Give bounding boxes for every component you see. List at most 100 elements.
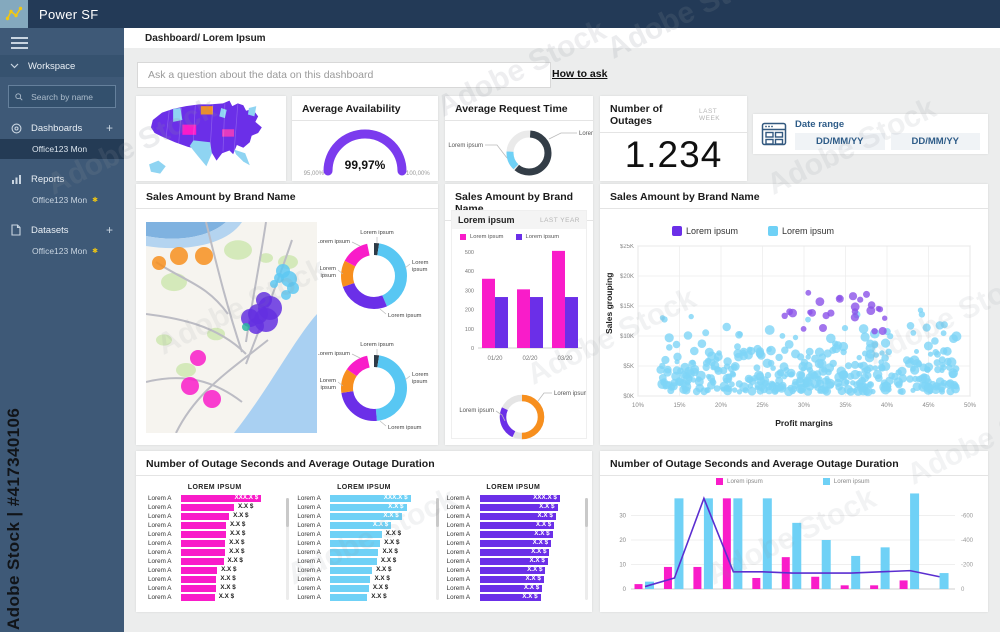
value-bar[interactable] bbox=[479, 522, 555, 529]
sales-bubble[interactable] bbox=[195, 247, 213, 265]
bar[interactable] bbox=[722, 498, 731, 589]
table-row[interactable]: Lorem A X.X $ bbox=[297, 521, 430, 530]
how-to-ask-link[interactable]: How to ask bbox=[552, 68, 608, 80]
value-bar[interactable] bbox=[479, 567, 546, 574]
value-bar[interactable] bbox=[330, 567, 373, 574]
bar[interactable] bbox=[674, 498, 684, 589]
table-row[interactable]: Lorem A X.X $ bbox=[297, 593, 430, 602]
table-row[interactable]: Lorem A X.X $ bbox=[148, 584, 281, 593]
workspace-selector[interactable]: Workspace bbox=[0, 55, 124, 77]
bar[interactable] bbox=[530, 297, 543, 348]
sidebar-item-dashboards[interactable]: Dashboards + bbox=[0, 119, 124, 137]
value-bar[interactable] bbox=[181, 594, 215, 601]
table-row[interactable]: Lorem A X.X $ bbox=[447, 539, 580, 548]
table-row[interactable]: Lorem A X.X $ bbox=[297, 575, 430, 584]
table-row[interactable]: Lorem A X.X $ bbox=[447, 503, 580, 512]
table-row[interactable]: Lorem A X.X $ bbox=[447, 530, 580, 539]
value-bar[interactable] bbox=[479, 495, 560, 502]
table-row[interactable]: Lorem A X.X $ bbox=[148, 593, 281, 602]
value-bar[interactable] bbox=[479, 549, 550, 556]
bar[interactable] bbox=[762, 498, 772, 589]
column-scrollbar[interactable] bbox=[584, 498, 588, 600]
bar[interactable] bbox=[693, 566, 702, 589]
table-row[interactable]: Lorem A X.X $ bbox=[297, 566, 430, 575]
sidebar-item-datasets[interactable]: Datasets + bbox=[0, 221, 124, 239]
value-bar[interactable] bbox=[330, 513, 402, 520]
sales-bubble[interactable] bbox=[152, 256, 166, 270]
table-row[interactable]: Lorem A X.X $ bbox=[297, 548, 430, 557]
bar[interactable] bbox=[634, 584, 643, 589]
sales-bubble[interactable] bbox=[242, 323, 250, 331]
outage-combo-card[interactable]: Number of Outage Seconds and Average Out… bbox=[600, 451, 988, 612]
sales-bubble[interactable] bbox=[274, 273, 284, 283]
us-map-card[interactable] bbox=[136, 96, 286, 181]
table-row[interactable]: Lorem A X.X $ bbox=[297, 539, 430, 548]
scrollbar-thumb[interactable] bbox=[286, 498, 290, 527]
table-row[interactable]: Lorem A X.X $ bbox=[148, 539, 281, 548]
table-row[interactable]: Lorem A X.X $ bbox=[148, 530, 281, 539]
value-bar[interactable] bbox=[181, 540, 226, 547]
value-bar[interactable] bbox=[479, 531, 553, 538]
qa-question-input[interactable] bbox=[137, 62, 551, 88]
column-scrollbar[interactable] bbox=[435, 498, 439, 600]
sidebar-item-dataset-office123[interactable]: Office123 Mon ✱ bbox=[0, 241, 124, 261]
add-dashboard-button[interactable]: + bbox=[105, 121, 113, 135]
value-bar[interactable] bbox=[181, 558, 224, 565]
value-bar[interactable] bbox=[181, 504, 234, 511]
table-row[interactable]: Lorem A X.X $ bbox=[148, 512, 281, 521]
bar[interactable] bbox=[752, 577, 761, 589]
bar[interactable] bbox=[910, 493, 920, 589]
bar[interactable] bbox=[880, 547, 890, 589]
value-bar[interactable] bbox=[330, 504, 407, 511]
value-bar[interactable] bbox=[479, 504, 558, 511]
table-row[interactable]: Lorem A X.X $ bbox=[297, 503, 430, 512]
table-row[interactable]: Lorem A X.X $ bbox=[447, 584, 580, 593]
app-logo[interactable] bbox=[0, 0, 28, 28]
outage-table-card[interactable]: Number of Outage Seconds and Average Out… bbox=[136, 451, 592, 612]
sales-bubble[interactable] bbox=[281, 290, 291, 300]
table-row[interactable]: Lorem A X.X $ bbox=[297, 512, 430, 521]
sales-bar-card[interactable]: Sales Amount by Brand Name Lorem ipsum L… bbox=[445, 184, 593, 445]
sidebar-item-dashboard-office123[interactable]: Office123 Mon bbox=[0, 139, 124, 159]
table-row[interactable]: Lorem A X.X $ bbox=[297, 530, 430, 539]
value-bar[interactable] bbox=[330, 585, 369, 592]
column-scrollbar[interactable] bbox=[286, 498, 290, 600]
value-bar[interactable] bbox=[479, 558, 548, 565]
value-bar[interactable] bbox=[181, 513, 230, 520]
table-row[interactable]: Lorem A X.X $ bbox=[447, 593, 580, 602]
legend-item[interactable]: Lorem ipsum bbox=[515, 234, 559, 240]
value-bar[interactable] bbox=[181, 567, 218, 574]
bar[interactable] bbox=[565, 297, 578, 348]
value-bar[interactable] bbox=[330, 576, 371, 583]
add-dataset-button[interactable]: + bbox=[105, 223, 113, 237]
value-bar[interactable] bbox=[479, 594, 541, 601]
table-row[interactable]: Lorem A X.X $ bbox=[447, 512, 580, 521]
table-row[interactable]: Lorem A X.X $ bbox=[447, 575, 580, 584]
sales-bubble[interactable] bbox=[170, 247, 188, 265]
value-bar[interactable] bbox=[330, 558, 377, 565]
table-row[interactable]: Lorem A X.X $ bbox=[447, 557, 580, 566]
sales-bubble[interactable] bbox=[270, 280, 278, 288]
sidebar-search-input[interactable] bbox=[29, 90, 109, 103]
bar[interactable] bbox=[495, 297, 508, 348]
sales-scatter-card[interactable]: Sales Amount by Brand Name Lorem ipsum L… bbox=[600, 184, 988, 445]
table-row[interactable]: Lorem A X.X $ bbox=[148, 566, 281, 575]
table-row[interactable]: Lorem A X.X $ bbox=[447, 548, 580, 557]
bar[interactable] bbox=[663, 566, 672, 589]
sales-bubble[interactable] bbox=[248, 318, 264, 334]
table-row[interactable]: Lorem A XXX.X $ bbox=[447, 494, 580, 503]
table-row[interactable]: Lorem A X.X $ bbox=[148, 575, 281, 584]
sales-geo-map[interactable] bbox=[146, 222, 317, 433]
bar[interactable] bbox=[939, 573, 949, 589]
table-row[interactable]: Lorem A X.X $ bbox=[148, 557, 281, 566]
value-bar[interactable] bbox=[330, 495, 411, 502]
value-bar[interactable] bbox=[479, 585, 543, 592]
bar[interactable] bbox=[899, 580, 908, 589]
scatter-legend-item-1[interactable]: Lorem ipsum bbox=[672, 226, 738, 236]
sales-bubble[interactable] bbox=[203, 390, 221, 408]
table-row[interactable]: Lorem A X.X $ bbox=[297, 557, 430, 566]
value-bar[interactable] bbox=[330, 531, 382, 538]
bar[interactable] bbox=[552, 250, 565, 348]
value-bar[interactable] bbox=[330, 549, 379, 556]
